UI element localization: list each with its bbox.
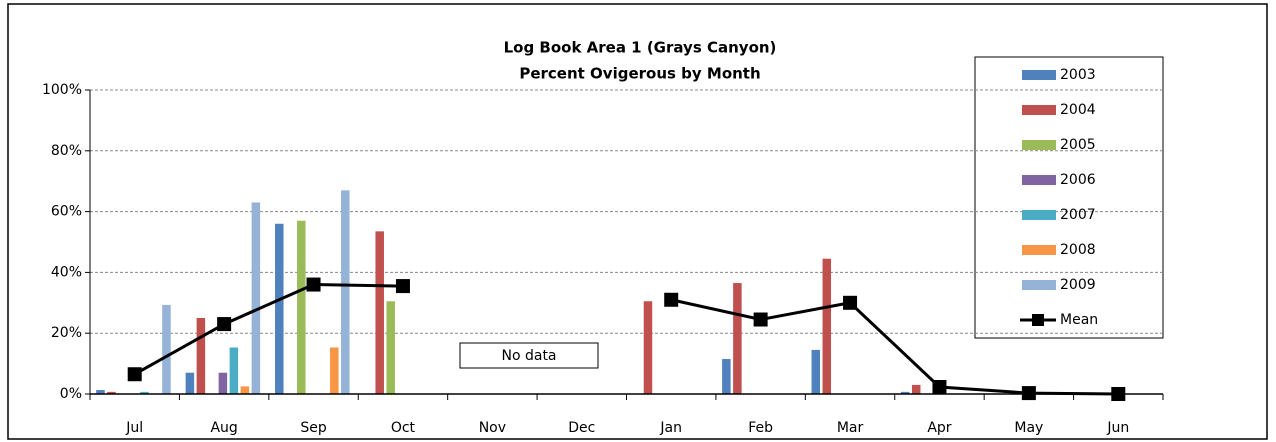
legend-marker — [1032, 314, 1044, 326]
bar — [185, 372, 195, 394]
bar — [196, 318, 206, 394]
legend-label: 2003 — [1060, 67, 1096, 83]
x-tick-label: Jun — [1106, 420, 1129, 436]
legend-swatch — [1022, 245, 1056, 255]
x-tick-label: Jan — [659, 420, 682, 436]
x-tick-label: Aug — [210, 420, 237, 436]
y-tick-label: 100% — [42, 82, 82, 98]
mean-marker — [932, 380, 947, 395]
mean-marker — [306, 277, 321, 292]
legend-label: 2008 — [1060, 242, 1096, 258]
y-tick-label: 80% — [51, 143, 82, 159]
legend-label: 2006 — [1060, 172, 1096, 188]
bar — [297, 220, 306, 394]
bar — [643, 301, 653, 394]
x-tick-label: Feb — [748, 420, 773, 436]
legend-swatch — [1022, 140, 1056, 150]
bar — [162, 304, 171, 394]
y-tick-label: 40% — [51, 264, 82, 280]
bar — [375, 231, 384, 394]
mean-line — [133, 283, 1119, 396]
bar — [218, 372, 228, 394]
bar — [275, 223, 284, 394]
legend-label: 2005 — [1060, 137, 1096, 153]
x-tick-label: Oct — [391, 420, 416, 436]
bar — [900, 391, 910, 394]
bar — [341, 190, 350, 394]
bar — [386, 301, 395, 394]
legend-label: 2009 — [1060, 277, 1096, 293]
x-tick-label: Nov — [479, 420, 506, 436]
mean-marker — [1021, 386, 1036, 401]
bar — [722, 359, 731, 394]
annotation-box — [459, 342, 599, 369]
bar — [811, 349, 821, 394]
bar — [822, 258, 832, 394]
mean-marker — [217, 317, 232, 332]
bar — [330, 347, 339, 394]
bar — [96, 390, 105, 394]
annotation: No data — [501, 348, 556, 364]
mean-marker — [843, 295, 858, 310]
legend-swatch — [1022, 105, 1056, 115]
legend-swatch — [1022, 70, 1056, 80]
x-tick-label: May — [1014, 420, 1043, 436]
bar — [140, 391, 149, 394]
mean-marker — [395, 279, 410, 294]
bar — [251, 202, 261, 394]
y-tick-label: 20% — [51, 325, 82, 341]
x-tick-label: Jul — [125, 420, 143, 436]
chart-subtitle: Percent Ovigerous by Month — [519, 65, 760, 83]
x-tick-label: Dec — [568, 420, 595, 436]
bar — [240, 386, 250, 394]
legend-swatch — [1022, 210, 1056, 220]
mean-marker — [753, 312, 768, 327]
bar — [107, 391, 116, 394]
legend-swatch — [1022, 175, 1056, 185]
x-tick-label: Sep — [300, 420, 327, 436]
y-tick-label: 60% — [51, 204, 82, 220]
chart-title: Log Book Area 1 (Grays Canyon) — [504, 39, 777, 57]
bar — [229, 347, 239, 394]
bar — [911, 384, 921, 394]
mean-marker — [664, 292, 679, 307]
legend-swatch — [1022, 280, 1056, 290]
legend-box — [974, 56, 1164, 339]
x-tick-label: Mar — [837, 420, 864, 436]
legend-label: 2004 — [1060, 102, 1096, 118]
legend-label: 2007 — [1060, 207, 1096, 223]
mean-marker — [127, 367, 142, 382]
bar — [733, 283, 742, 394]
x-tick-label: Apr — [927, 420, 951, 436]
y-tick-label: 0% — [60, 386, 82, 402]
legend-label: Mean — [1060, 312, 1098, 328]
